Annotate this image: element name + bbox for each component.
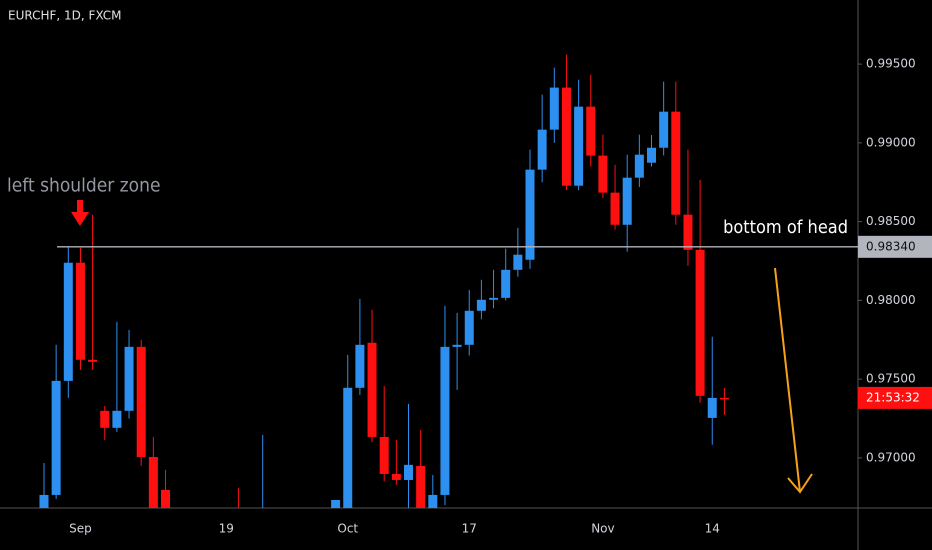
candle-body <box>549 87 559 130</box>
candle-body <box>88 359 98 362</box>
candle-body <box>695 249 705 396</box>
candle-body <box>343 387 353 508</box>
candle-body <box>683 214 693 250</box>
countdown-box <box>858 386 932 409</box>
candle-body <box>537 129 547 170</box>
candle-body <box>513 254 523 270</box>
y-tick-label: 0.98500 <box>866 214 916 228</box>
candle-body <box>464 310 474 345</box>
candle-body <box>51 380 61 495</box>
candle-body <box>707 397 717 418</box>
candle-body <box>647 147 656 163</box>
candle-body <box>148 456 158 508</box>
candle-body <box>452 344 462 347</box>
y-tick-label: 0.99500 <box>866 57 916 71</box>
y-tick-label: 0.97000 <box>866 450 916 464</box>
candle-body <box>416 465 426 508</box>
orange-arrow <box>774 267 813 494</box>
price-line-text: bottom of head <box>723 217 848 238</box>
x-tick-label: 17 <box>462 522 477 536</box>
price-line-label-box <box>858 235 932 258</box>
y-tick-label: 0.98000 <box>866 293 916 307</box>
candle-body <box>367 342 377 437</box>
candle-body <box>525 169 535 260</box>
y-tick-label: 0.99000 <box>866 135 916 149</box>
price-line-label: 0.98340 <box>866 239 916 253</box>
candle-body <box>404 464 413 480</box>
candle-body <box>63 262 73 381</box>
candle-body <box>440 346 450 495</box>
x-tick-label: 14 <box>705 522 720 536</box>
candle-body <box>719 397 729 400</box>
candle-body <box>622 177 632 225</box>
candle-body <box>659 111 669 148</box>
candle-body <box>598 155 608 193</box>
candle-body <box>574 106 584 186</box>
candle-body <box>355 344 365 388</box>
candle-body <box>379 436 389 474</box>
x-tick-label: Sep <box>69 522 92 536</box>
candle-body <box>136 346 146 457</box>
countdown: 21:53:32 <box>866 390 920 404</box>
red-arrow <box>71 200 89 226</box>
candle-body <box>476 299 486 311</box>
y-tick-label: 0.97500 <box>866 372 916 386</box>
candle-body <box>100 410 110 428</box>
candle-body <box>561 87 571 186</box>
candle-body <box>391 473 401 480</box>
candle-body <box>634 154 644 178</box>
chart-title: EURCHF, 1D, FXCM <box>8 9 122 23</box>
x-tick-label: Oct <box>337 522 358 536</box>
candle-body <box>112 410 122 428</box>
candle-body <box>161 489 170 508</box>
x-tick-label: 19 <box>219 522 234 536</box>
annotation-text: left shoulder zone <box>7 175 160 197</box>
candle-body <box>428 494 438 508</box>
candle-body <box>610 192 620 225</box>
candles <box>39 54 729 508</box>
candle-body <box>489 297 499 300</box>
x-tick-label: Nov <box>591 522 614 536</box>
candle-body <box>39 494 49 508</box>
candle-body <box>124 346 134 411</box>
candle-body <box>671 111 681 215</box>
candle-body <box>501 269 511 298</box>
candle-body <box>331 499 341 508</box>
candle-body <box>75 262 85 360</box>
candle-body <box>586 106 596 156</box>
